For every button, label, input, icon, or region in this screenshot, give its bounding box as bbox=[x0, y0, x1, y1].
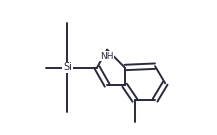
Text: Si: Si bbox=[63, 63, 72, 72]
Text: NH: NH bbox=[100, 52, 114, 61]
